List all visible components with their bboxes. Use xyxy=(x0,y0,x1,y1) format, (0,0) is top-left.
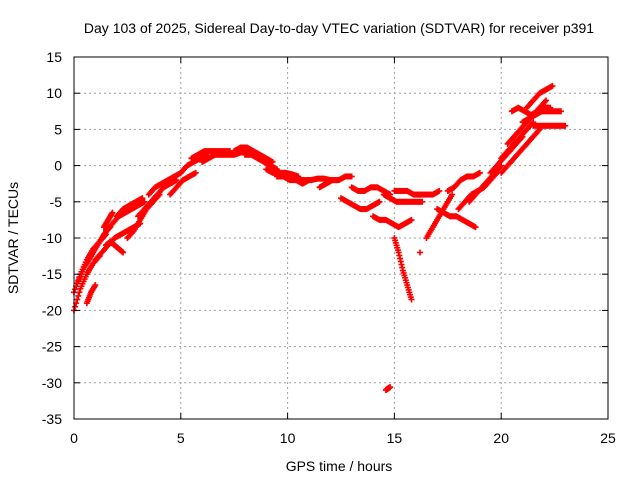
y-tick-label: -20 xyxy=(42,302,62,318)
x-tick-label: 15 xyxy=(387,430,403,446)
data-point xyxy=(436,187,443,194)
data-point xyxy=(192,169,199,176)
data-point xyxy=(348,173,355,180)
y-tick-label: -30 xyxy=(42,375,62,391)
data-point xyxy=(558,108,565,115)
data-point xyxy=(75,292,82,299)
y-tick-label: -15 xyxy=(42,266,62,282)
data-point xyxy=(109,209,116,216)
chart-title: Day 103 of 2025, Sidereal Day-to-day VTE… xyxy=(84,20,594,36)
data-point xyxy=(543,97,550,104)
data-point xyxy=(449,191,456,198)
x-axis-label: GPS time / hours xyxy=(286,458,393,474)
data-point xyxy=(562,122,569,129)
data-point xyxy=(92,282,99,289)
data-point xyxy=(408,296,415,303)
y-tick-label: 15 xyxy=(46,49,62,65)
data-point xyxy=(549,82,556,89)
y-tick-label: 10 xyxy=(46,85,62,101)
x-tick-label: 10 xyxy=(280,430,296,446)
data-point xyxy=(72,303,79,310)
y-tick-label: 5 xyxy=(54,121,62,137)
y-tick-label: -10 xyxy=(42,230,62,246)
data-point xyxy=(139,195,146,202)
axis-ticks: 0 5 10 15 20 25 15 10 5 0 -5 -10 -15 -20 -25 -30 -35 xyxy=(42,49,616,446)
y-tick-label: -5 xyxy=(50,194,63,210)
data-point xyxy=(419,198,426,205)
data-point xyxy=(74,296,81,303)
x-tick-label: 25 xyxy=(600,430,616,446)
y-tick-label: -25 xyxy=(42,339,62,355)
data-point xyxy=(72,286,79,293)
data-point xyxy=(387,384,394,391)
data-point xyxy=(408,216,415,223)
x-tick-label: 0 xyxy=(70,430,78,446)
data-point xyxy=(76,289,83,296)
data-point xyxy=(141,198,148,205)
data-point xyxy=(536,126,543,133)
y-axis-label: SDTVAR / TECUs xyxy=(5,182,21,294)
data-points xyxy=(71,82,569,394)
y-tick-label: 0 xyxy=(54,158,62,174)
data-point xyxy=(120,249,127,256)
data-point xyxy=(472,224,479,231)
data-point xyxy=(417,249,424,256)
y-tick-label: -35 xyxy=(42,411,62,427)
x-tick-label: 20 xyxy=(493,430,509,446)
data-point xyxy=(376,198,383,205)
x-tick-label: 5 xyxy=(177,430,185,446)
data-point xyxy=(476,169,483,176)
